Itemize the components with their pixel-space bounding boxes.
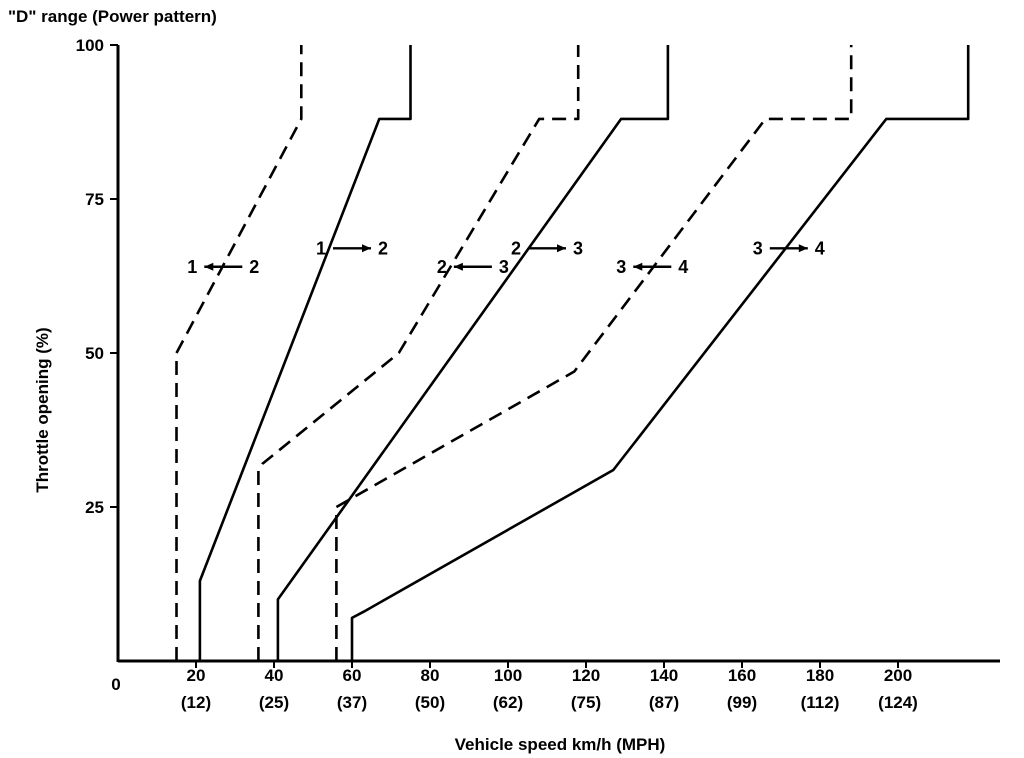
shift-arrow-head (204, 262, 214, 271)
x-tick-label: 80 (421, 666, 440, 685)
x-tick-label: 60 (343, 666, 362, 685)
x-tick-label: 20 (187, 666, 206, 685)
shift-label-from-gear: 1 (187, 257, 197, 277)
shift-label-from-gear: 2 (437, 257, 447, 277)
shift-label-from-gear: 3 (753, 238, 763, 258)
x-tick-label: 40 (265, 666, 284, 685)
x-tick-mph-label: (112) (801, 693, 840, 712)
y-tick-label: 75 (85, 190, 104, 209)
shift-label-to-gear: 2 (249, 257, 259, 277)
upshift-solid-line (198, 45, 412, 661)
shift-label-to-gear: 4 (815, 238, 825, 258)
upshift-solid-line (276, 45, 670, 661)
x-tick-label: 100 (494, 666, 522, 685)
x-tick-mph-label: (50) (415, 693, 445, 712)
x-tick-mph-label: (87) (649, 693, 679, 712)
x-axis-title: Vehicle speed km/h (MPH) (455, 735, 666, 754)
x-tick-mph-label: (25) (259, 693, 289, 712)
origin-label: 0 (111, 675, 120, 694)
y-axis-title: Throttle opening (%) (33, 327, 52, 492)
y-tick-label: 25 (85, 498, 104, 517)
upshift-dashed-line (257, 45, 580, 661)
x-tick-mph-label: (75) (571, 693, 601, 712)
shift-arrow-head (633, 262, 643, 271)
x-tick-label: 180 (806, 666, 834, 685)
shift-label-to-gear: 2 (378, 238, 388, 258)
x-tick-mph-label: (37) (337, 693, 367, 712)
upshift-dashed-line (175, 45, 303, 661)
x-tick-mph-label: (99) (727, 693, 757, 712)
upshift-solid-line (350, 45, 970, 661)
shift-label-from-gear: 3 (616, 257, 626, 277)
shift-arrow-head (453, 262, 463, 271)
x-tick-label: 120 (572, 666, 600, 685)
x-tick-mph-label: (12) (181, 693, 211, 712)
shift-label-to-gear: 4 (678, 257, 688, 277)
x-tick-label: 140 (650, 666, 678, 685)
x-tick-label: 200 (884, 666, 912, 685)
y-tick-label: 50 (85, 344, 104, 363)
y-tick-label: 100 (76, 36, 104, 55)
shift-arrow-head (557, 244, 566, 253)
shift-label-to-gear: 3 (499, 257, 509, 277)
shift-lines (175, 45, 970, 661)
x-tick-mph-label: (62) (493, 693, 523, 712)
x-ticks: 20 (12) 40 (25) 60 (37) 80 (50) 100 (62) 120 (75) 14… (181, 661, 918, 712)
upshift-dashed-line (335, 45, 853, 661)
shift-arrow-head (798, 244, 808, 253)
shift-labels: 1 21 22 32 33 43 4 (187, 238, 825, 276)
shift-arrow-head (362, 244, 371, 253)
chart-title: "D" range (Power pattern) (8, 7, 217, 26)
shift-label-from-gear: 1 (316, 238, 326, 258)
x-tick-mph-label: (124) (878, 693, 918, 712)
shift-label-from-gear: 2 (511, 238, 521, 258)
x-tick-label: 160 (728, 666, 756, 685)
y-ticks: 25 50 75 100 (76, 36, 118, 517)
shift-label-to-gear: 3 (573, 238, 583, 258)
